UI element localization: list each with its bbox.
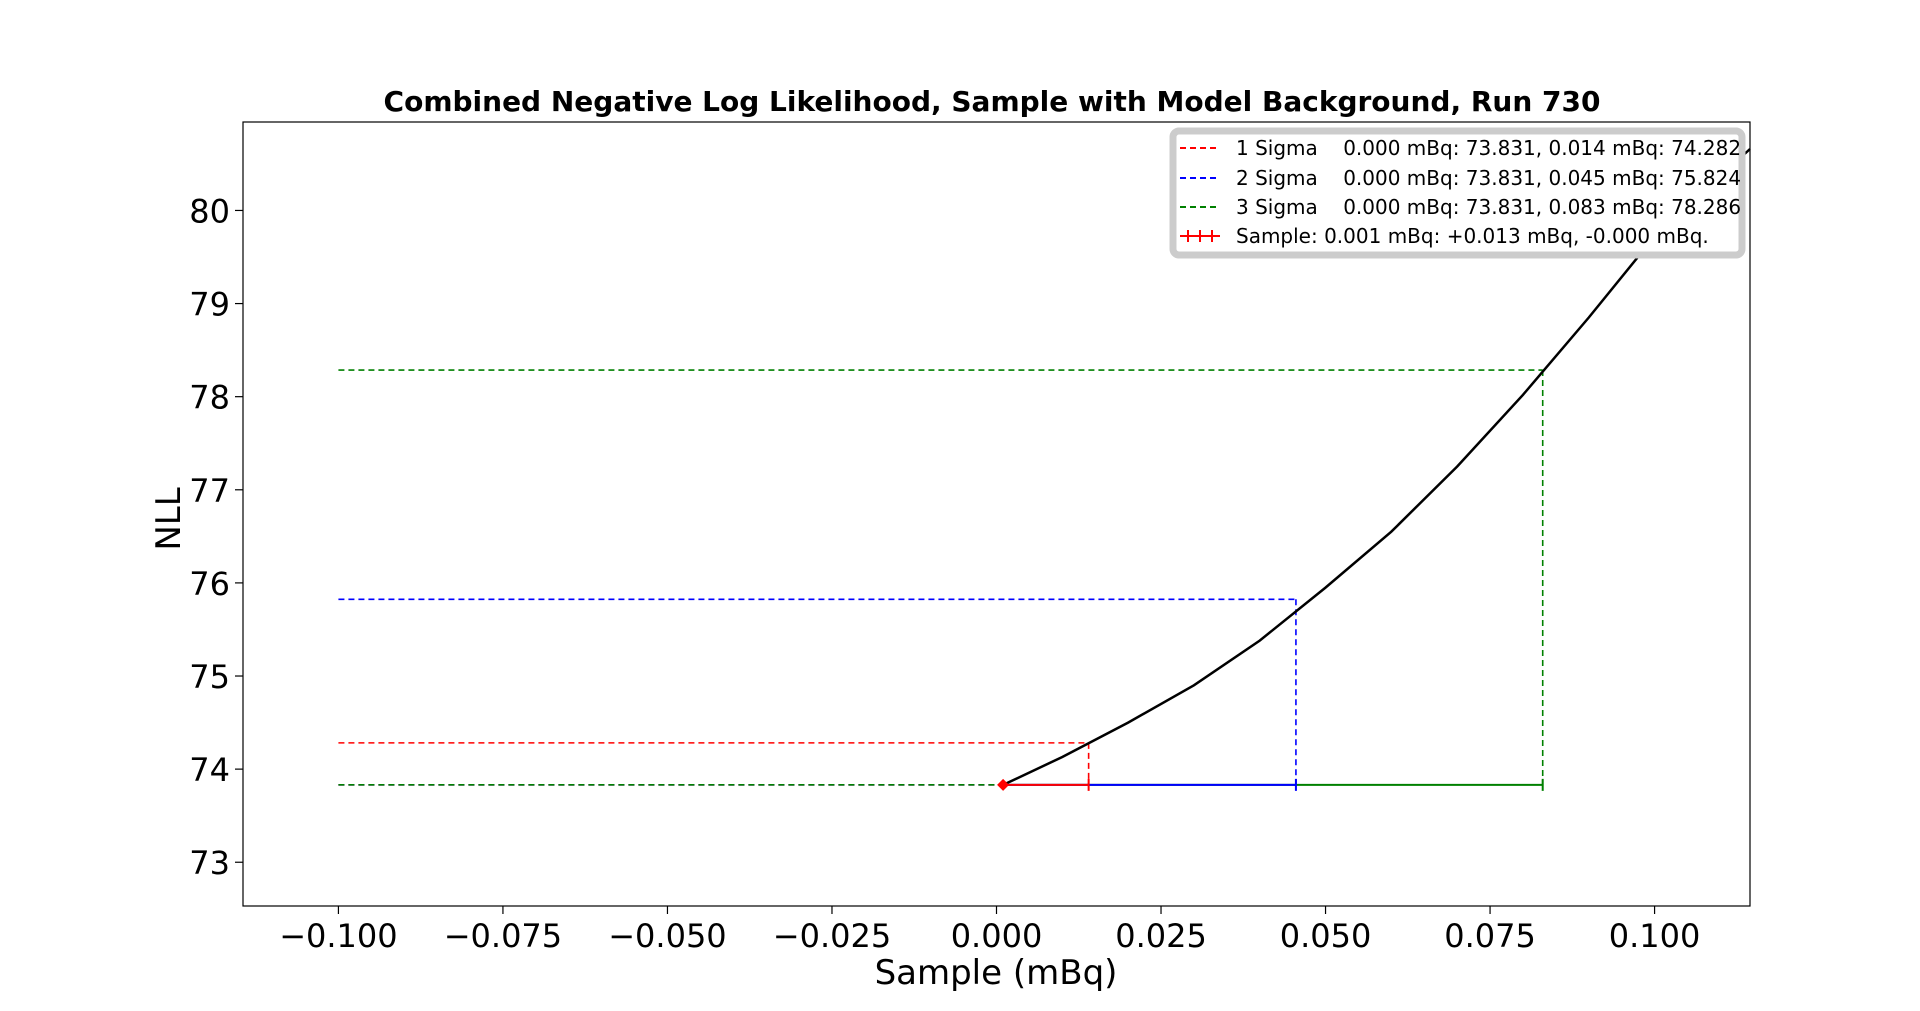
legend-box [1169, 127, 1746, 259]
y-tick-label: 80 [189, 192, 230, 230]
x-tick-label: 0.025 [1115, 917, 1207, 955]
legend-entry-sample: Sample: 0.001 mBq: +0.013 mBq, -0.000 mB… [1236, 224, 1709, 248]
y-tick-label: 79 [189, 286, 230, 324]
y-tick-label: 75 [189, 658, 230, 696]
x-tick-label: 0.075 [1444, 917, 1536, 955]
y-tick-label: 76 [189, 565, 230, 603]
x-tick-label: −0.075 [444, 917, 562, 955]
x-tick-label: −0.050 [608, 917, 726, 955]
axes-layer: −0.100 −0.075 −0.050 −0.025 0.000 0.025 0.050 0… [189, 192, 1700, 955]
y-axis-label: NLL [149, 487, 189, 550]
x-tick-label: −0.100 [279, 917, 397, 955]
legend-swatch-sample [1180, 230, 1220, 242]
y-tick-label: 74 [189, 751, 230, 789]
y-tick-label: 73 [189, 844, 230, 882]
chart-title: Combined Negative Log Likelihood, Sample… [384, 85, 1601, 118]
y-tick-label: 78 [189, 379, 230, 417]
x-tick-label: 0.000 [951, 917, 1043, 955]
nll-curve [1002, 148, 1751, 787]
x-tick-label: 0.100 [1609, 917, 1701, 955]
x-tick-label: −0.025 [773, 917, 891, 955]
x-axis-label: Sample (mBq) [875, 953, 1118, 993]
x-tick-label: 0.050 [1280, 917, 1372, 955]
legend: 1 Sigma 0.000 mBq: 73.831, 0.014 mBq: 74… [1169, 127, 1746, 259]
plot-layer [338, 148, 1751, 791]
y-tick-label: 77 [189, 472, 230, 510]
legend-entry-2-sigma: 2 Sigma 0.000 mBq: 73.831, 0.045 mBq: 75… [1236, 166, 1741, 190]
legend-entry-3-sigma: 3 Sigma 0.000 mBq: 73.831, 0.083 mBq: 78… [1236, 195, 1741, 219]
legend-entry-1-sigma: 1 Sigma 0.000 mBq: 73.831, 0.014 mBq: 74… [1236, 136, 1741, 160]
sample-point [997, 778, 1010, 791]
